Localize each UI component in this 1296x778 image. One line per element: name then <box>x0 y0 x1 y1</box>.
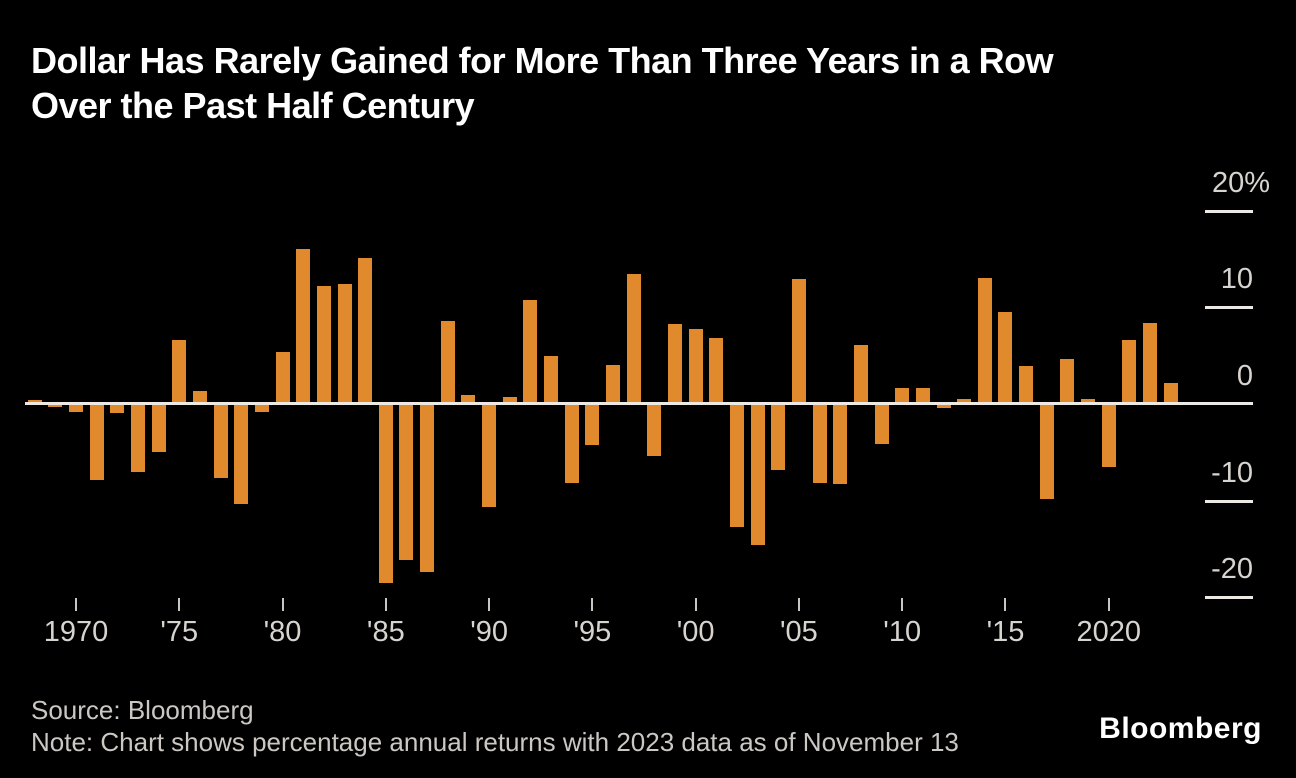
bar-1984 <box>358 257 373 403</box>
y-tick--10 <box>1205 499 1253 503</box>
x-tick-label-2020: 2020 <box>1076 616 1141 648</box>
bar-2001 <box>709 338 724 403</box>
bar-1970 <box>69 403 83 412</box>
chart-title-line1: Dollar Has Rarely Gained for More Than T… <box>31 40 1054 81</box>
bar-1981 <box>296 249 311 403</box>
bar-1994 <box>564 403 579 484</box>
bar-1996 <box>606 365 621 403</box>
x-tick-1980 <box>281 598 284 611</box>
bar-2013 <box>957 399 972 403</box>
bar-1986 <box>399 403 414 560</box>
x-tick-1985 <box>384 598 387 611</box>
bar-2000 <box>688 328 703 403</box>
y-tick-label-10: 10 <box>1220 263 1253 296</box>
y-tick-20 <box>1205 209 1253 213</box>
x-tick-1975 <box>178 598 181 611</box>
bar-2019 <box>1081 399 1096 403</box>
bar-1979 <box>254 403 269 412</box>
bar-1993 <box>544 355 559 403</box>
bar-1995 <box>585 403 600 445</box>
bar-1971 <box>89 403 104 481</box>
bar-2020 <box>1101 403 1116 467</box>
x-tick-1990 <box>488 598 491 611</box>
x-tick-2000 <box>694 598 697 611</box>
x-tick-2015 <box>1004 598 1007 611</box>
bar-1992 <box>523 299 538 403</box>
bar-1999 <box>667 323 682 403</box>
x-tick-label-1985: '85 <box>366 616 405 648</box>
y-tick-label-20: 20% <box>1211 166 1270 199</box>
bar-2018 <box>1060 359 1075 403</box>
bar-1975 <box>172 340 187 403</box>
y-tick--20 <box>1205 596 1253 600</box>
x-tick-label-1990: '90 <box>470 616 508 648</box>
bar-1997 <box>626 274 641 403</box>
bar-2010 <box>895 388 910 403</box>
bar-2023 <box>1163 382 1178 403</box>
y-tick-label--10: -10 <box>1211 456 1253 489</box>
bar-1976 <box>192 391 207 403</box>
bar-2017 <box>1039 403 1054 499</box>
x-tick-label-1980: '80 <box>263 616 302 648</box>
x-tick-label-1995: '95 <box>573 616 612 648</box>
bar-1974 <box>151 403 166 453</box>
bar-2004 <box>771 403 786 470</box>
bar-1978 <box>234 403 249 504</box>
bloomberg-logo: Bloomberg <box>1099 712 1262 745</box>
y-tick-label-0: 0 <box>1236 360 1253 392</box>
note-text: Note: Chart shows percentage annual retu… <box>31 727 959 757</box>
bar-2008 <box>853 344 868 403</box>
x-tick-label-2005: '05 <box>780 616 818 648</box>
bar-2007 <box>833 403 848 485</box>
bar-2014 <box>977 278 992 403</box>
zero-axis-line <box>25 402 1253 405</box>
x-tick-1970 <box>75 598 77 611</box>
bar-1989 <box>461 395 476 403</box>
bar-1998 <box>647 403 662 457</box>
x-tick-label-1970: 1970 <box>43 616 109 648</box>
bar-2003 <box>750 403 765 546</box>
bar-2002 <box>729 403 744 527</box>
bar-1980 <box>275 351 290 403</box>
x-tick-1995 <box>591 598 594 611</box>
bar-1988 <box>440 320 455 403</box>
x-tick-2020 <box>1107 598 1110 611</box>
bar-1983 <box>337 284 352 403</box>
bar-2009 <box>874 403 889 444</box>
bar-2012 <box>936 403 951 408</box>
bar-1982 <box>316 285 331 403</box>
chart-title: Dollar Has Rarely Gained for More Than T… <box>31 38 1054 128</box>
bar-2022 <box>1143 322 1158 403</box>
bar-1987 <box>420 403 435 573</box>
bar-1973 <box>130 403 145 472</box>
source-text: Source: Bloomberg <box>31 695 254 725</box>
x-tick-label-2015: '15 <box>986 616 1025 648</box>
x-tick-label-2000: '00 <box>676 616 715 648</box>
bar-2006 <box>812 403 827 484</box>
bar-2005 <box>791 279 806 403</box>
bar-1968 <box>27 400 42 403</box>
x-tick-2005 <box>797 598 800 611</box>
bar-1977 <box>213 403 228 479</box>
bar-1985 <box>378 403 393 583</box>
x-tick-label-2010: '10 <box>883 616 922 648</box>
x-tick-2010 <box>901 598 904 611</box>
bar-1991 <box>502 397 517 403</box>
x-tick-label-1975: '75 <box>160 616 199 648</box>
bar-2011 <box>915 388 930 403</box>
bar-2021 <box>1122 340 1137 403</box>
bar-2016 <box>1019 366 1034 403</box>
chart-title-line2: Over the Past Half Century <box>31 85 475 126</box>
bar-1972 <box>110 403 125 413</box>
y-tick-10 <box>1205 306 1253 310</box>
y-tick-label--20: -20 <box>1211 553 1253 586</box>
bar-2015 <box>998 312 1013 403</box>
bar-1990 <box>482 403 497 508</box>
